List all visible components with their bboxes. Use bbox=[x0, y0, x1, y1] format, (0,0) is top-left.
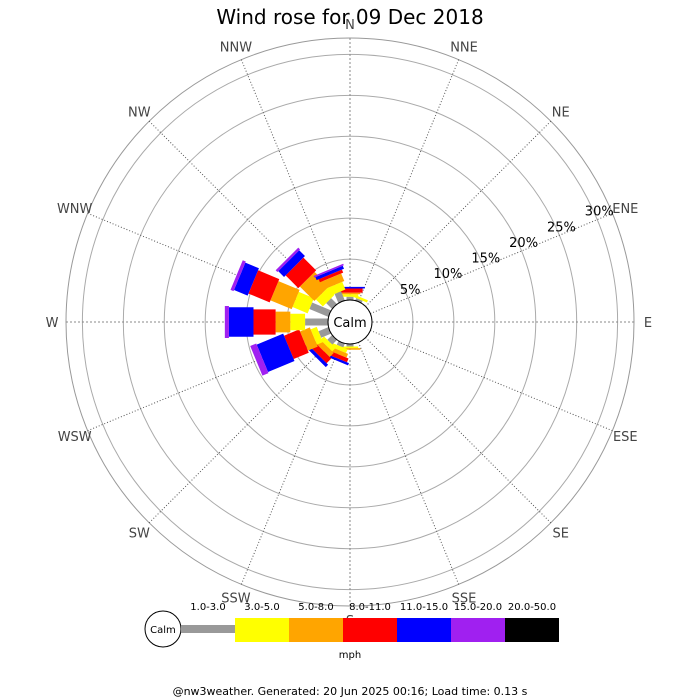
bar-nw-bin-5 bbox=[275, 247, 301, 273]
bar-wnw-bin-2 bbox=[270, 281, 300, 310]
bar-wnw-bin-3 bbox=[248, 270, 280, 303]
calm-label: Calm bbox=[333, 316, 366, 331]
ring-label-5pct: 5% bbox=[400, 283, 421, 298]
ring-20 bbox=[163, 135, 537, 509]
bar-n-bin-0 bbox=[346, 296, 354, 300]
legend-swatch-bin-2 bbox=[289, 618, 343, 642]
ring-label-10pct: 10% bbox=[434, 267, 463, 282]
percent-labels: 5% 10% 15% 20% 25% 30% bbox=[400, 205, 614, 298]
bar-sw-bin-1 bbox=[320, 336, 336, 352]
legend-label-bin-2: 5.0-8.0 bbox=[298, 602, 333, 613]
direction-label-ssw: SSW bbox=[221, 591, 251, 606]
direction-label-ene: ENE bbox=[612, 202, 638, 217]
bar-sw-bin-0 bbox=[327, 335, 337, 345]
legend-units: mph bbox=[339, 650, 361, 661]
bar-wsw-bin-3 bbox=[284, 329, 309, 359]
legend-swatch-bin-5 bbox=[451, 618, 505, 642]
legend-label-bin-4: 11.0-15.0 bbox=[400, 602, 448, 613]
bar-s-bin-1 bbox=[341, 346, 359, 349]
chart-title: Wind rose for 09 Dec 2018 bbox=[216, 5, 483, 29]
spoke-ssw bbox=[240, 342, 343, 585]
spoke-se bbox=[365, 337, 552, 524]
bar-nnw-bin-4 bbox=[315, 265, 344, 281]
bar-nne-bin-1 bbox=[351, 293, 368, 303]
legend-label-bin-1: 3.0-5.0 bbox=[244, 602, 279, 613]
direction-label-sse: SSE bbox=[452, 591, 477, 606]
legend-label-bin-0: 1.0-3.0 bbox=[190, 602, 225, 613]
direction-labels: NNNENEENEEESESESSESSSWSWWSWWWNWNWNNW bbox=[46, 18, 653, 629]
wind-bars bbox=[224, 247, 368, 376]
bar-nnw-bin-1 bbox=[327, 281, 346, 296]
direction-label-n: N bbox=[345, 18, 355, 33]
speed-legend: Calm 1.0-3.0 3.0-5.0 5.0-8.0 8.0-11.0 11.0-1… bbox=[144, 602, 559, 661]
direction-label-nnw: NNW bbox=[220, 41, 252, 56]
bar-w-bin-5 bbox=[224, 306, 229, 338]
footer-text: @nw3weather. Generated: 20 Jun 2025 00:1… bbox=[173, 685, 528, 698]
legend-swatch-bin-3 bbox=[343, 618, 397, 642]
bar-w-bin-3 bbox=[253, 309, 276, 335]
legend-label-bin-3: 8.0-11.0 bbox=[349, 602, 391, 613]
legend-swatch-bin-4 bbox=[397, 618, 451, 642]
calm-circle bbox=[327, 299, 373, 345]
bar-nnw-bin-5 bbox=[313, 263, 344, 278]
bar-wnw-bin-5 bbox=[230, 260, 246, 292]
spoke-nne bbox=[357, 59, 460, 302]
direction-label-wnw: WNW bbox=[57, 202, 93, 217]
legend-swatch-bin-6 bbox=[505, 618, 559, 642]
bar-wnw-bin-1 bbox=[292, 291, 314, 314]
bar-w-bin-4 bbox=[228, 307, 254, 337]
bar-nne-bin-0 bbox=[355, 298, 363, 304]
bar-wnw-bin-4 bbox=[233, 262, 259, 296]
bar-nnw-bin-2 bbox=[321, 273, 345, 290]
bar-ssw-bin-1 bbox=[330, 342, 348, 354]
legend-swatch-bin-0 bbox=[181, 625, 235, 633]
direction-label-w: W bbox=[46, 316, 59, 331]
bar-wsw-bin-4 bbox=[256, 333, 295, 372]
legend-label-bin-5: 15.0-20.0 bbox=[454, 602, 502, 613]
direction-label-ese: ESE bbox=[613, 430, 638, 445]
bar-nw-bin-3 bbox=[285, 257, 317, 289]
bar-sw-bin-4 bbox=[304, 343, 329, 368]
bar-wnw-bin-0 bbox=[309, 302, 332, 317]
direction-label-se: SE bbox=[552, 527, 568, 542]
bar-w-bin-0 bbox=[305, 318, 328, 326]
bar-w-bin-1 bbox=[290, 313, 306, 331]
bar-n-bin-2 bbox=[339, 292, 361, 295]
spoke-sse bbox=[357, 342, 460, 585]
bar-wsw-bin-5 bbox=[250, 343, 269, 376]
bar-nnw-bin-3 bbox=[318, 269, 344, 283]
spoke-sw bbox=[148, 337, 335, 524]
ring-label-20pct: 20% bbox=[509, 236, 538, 251]
bar-ssw-bin-0 bbox=[336, 340, 345, 348]
direction-label-nne: NNE bbox=[450, 41, 478, 56]
direction-label-e: E bbox=[644, 316, 652, 331]
ring-label-15pct: 15% bbox=[471, 252, 500, 267]
bar-wsw-bin-2 bbox=[299, 327, 318, 351]
bar-nw-bin-4 bbox=[278, 250, 305, 277]
bar-w-bin-2 bbox=[275, 311, 291, 333]
bar-wsw-bin-1 bbox=[310, 326, 323, 345]
direction-label-wsw: WSW bbox=[58, 430, 92, 445]
ring-label-30pct: 30% bbox=[585, 205, 614, 220]
bar-wsw-bin-0 bbox=[318, 327, 332, 338]
bar-s-bin-0 bbox=[346, 344, 354, 347]
legend-calm-label: Calm bbox=[150, 625, 176, 636]
direction-label-nw: NW bbox=[128, 105, 151, 120]
legend-label-bin-6: 20.0-50.0 bbox=[508, 602, 556, 613]
legend-swatch-bin-1 bbox=[235, 618, 289, 642]
direction-label-sw: SW bbox=[129, 527, 150, 542]
ring-15 bbox=[204, 176, 496, 468]
spoke-ese bbox=[370, 329, 613, 432]
direction-label-ne: NE bbox=[552, 105, 570, 120]
bar-nnw-bin-0 bbox=[334, 291, 345, 304]
ring-label-25pct: 25% bbox=[547, 220, 576, 235]
